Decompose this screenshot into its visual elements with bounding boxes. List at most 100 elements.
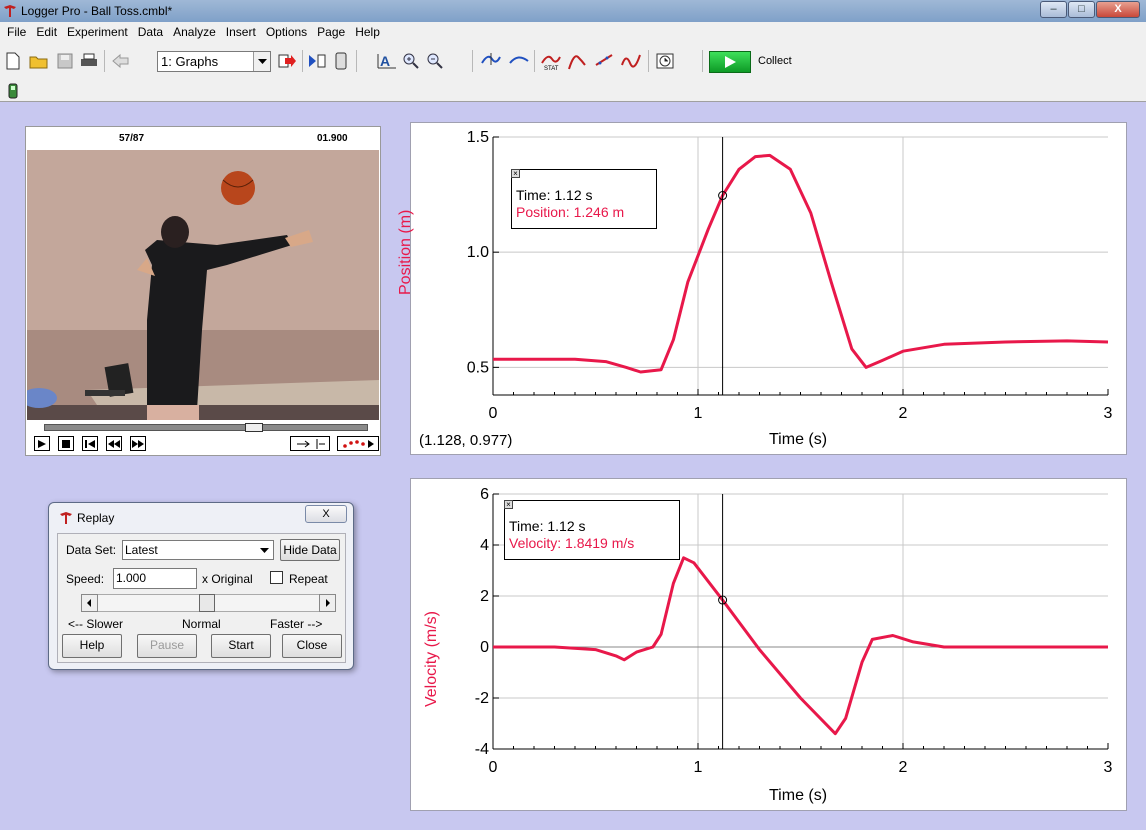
logger-pro-icon xyxy=(60,512,72,524)
velocity-graph-plot[interactable]: 0 1 2 3 6 4 2 0 -2 -4 xyxy=(411,479,1128,812)
save-icon[interactable] xyxy=(54,50,76,72)
step-forward-button[interactable] xyxy=(130,436,146,451)
menu-experiment[interactable]: Experiment xyxy=(67,25,128,39)
video-header: 57/87 01.900 xyxy=(27,130,379,148)
title-bar: Logger Pro - Ball Toss.cmbl* – □ X xyxy=(0,0,1146,22)
svg-text:STAT: STAT xyxy=(544,66,559,71)
first-frame-button[interactable] xyxy=(82,436,98,451)
sync-icon xyxy=(297,438,325,449)
chevron-down-icon xyxy=(253,52,270,71)
replay-title-bar: Replay xyxy=(59,511,114,525)
close-icon[interactable]: × xyxy=(504,500,513,509)
point-tracking-button[interactable] xyxy=(337,436,379,451)
linear-fit-icon[interactable] xyxy=(594,50,616,72)
new-file-icon[interactable] xyxy=(2,50,24,72)
video-scrubber-thumb[interactable] xyxy=(245,423,263,432)
repeat-checkbox[interactable] xyxy=(270,571,283,584)
play-button[interactable] xyxy=(34,436,50,451)
menu-file[interactable]: File xyxy=(7,25,27,39)
start-button[interactable]: Start xyxy=(211,634,271,658)
sensor-icon[interactable] xyxy=(8,83,18,99)
coordinate-readout: (1.128, 0.977) xyxy=(419,432,513,449)
print-icon[interactable] xyxy=(78,50,100,72)
tangent-icon[interactable] xyxy=(508,50,530,72)
sensor-setup-icon[interactable] xyxy=(330,50,352,72)
velocity-graph[interactable]: 0 1 2 3 6 4 2 0 -2 -4 Time (s) Velocity (m/s) × T… xyxy=(410,478,1127,811)
minimize-button[interactable]: – xyxy=(1040,1,1067,18)
y-tick-label: 4 xyxy=(480,537,489,554)
autoscale-icon[interactable]: A xyxy=(376,50,398,72)
position-cursor-time: Time: 1.12 s xyxy=(516,187,593,203)
position-y-axis-label: Position (m) xyxy=(397,209,414,295)
video-frame[interactable] xyxy=(27,150,379,420)
zoom-out-icon[interactable] xyxy=(424,50,446,72)
normal-label: Normal xyxy=(182,617,221,631)
stop-button[interactable] xyxy=(58,436,74,451)
step-back-button[interactable] xyxy=(106,436,122,451)
slider-left-button[interactable] xyxy=(81,594,98,612)
video-scrubber[interactable] xyxy=(44,424,368,431)
position-examine-box[interactable]: × Time: 1.12 s Position: 1.246 m xyxy=(511,169,657,229)
dataset-select[interactable]: Latest xyxy=(122,540,274,560)
svg-text:A: A xyxy=(380,53,390,69)
zoom-in-icon[interactable] xyxy=(400,50,422,72)
replay-close-x[interactable]: X xyxy=(305,505,347,523)
menu-data[interactable]: Data xyxy=(137,25,164,39)
frame-counter: 57/87 xyxy=(119,133,145,144)
stop-icon xyxy=(62,439,70,448)
x-tick-label: 0 xyxy=(489,759,498,776)
slider-right-button[interactable] xyxy=(319,594,336,612)
open-folder-icon[interactable] xyxy=(28,50,50,72)
x-tick-label: 2 xyxy=(899,405,908,422)
replay-title: Replay xyxy=(77,511,115,525)
collect-button[interactable] xyxy=(709,51,751,73)
velocity-y-axis-label: Velocity (m/s) xyxy=(423,610,440,707)
slower-label: <-- Slower xyxy=(68,617,124,631)
menu-edit[interactable]: Edit xyxy=(36,25,58,39)
statistics-icon[interactable]: STAT xyxy=(540,50,562,72)
sync-button[interactable] xyxy=(290,436,330,451)
play-icon xyxy=(38,439,46,448)
video-time: 01.900 xyxy=(317,133,348,144)
curve-fit-icon[interactable] xyxy=(620,50,642,72)
y-tick-label: 1.5 xyxy=(467,129,489,146)
speed-field[interactable]: 1.000 xyxy=(113,568,197,589)
point-tracking-icon xyxy=(343,439,374,448)
velocity-examine-box[interactable]: × Time: 1.12 s Velocity: 1.8419 m/s xyxy=(504,500,680,560)
page-select-value: 1: Graphs xyxy=(161,54,219,69)
close-window-button[interactable]: X xyxy=(1096,1,1140,18)
fast-forward-icon xyxy=(132,439,144,448)
data-series-line xyxy=(493,153,1109,374)
y-tick-label: 2 xyxy=(480,588,489,605)
speed-slider-thumb[interactable] xyxy=(199,594,215,612)
menu-insert[interactable]: Insert xyxy=(225,25,256,39)
toolbar: 1: Graphs A STAT Collect xyxy=(0,42,1146,80)
clock-icon[interactable] xyxy=(654,50,676,72)
maximize-button[interactable]: □ xyxy=(1068,1,1095,18)
pause-button[interactable]: Pause xyxy=(137,634,197,658)
data-browser-icon[interactable] xyxy=(306,50,328,72)
secondary-toolbar xyxy=(0,80,1146,102)
menu-page[interactable]: Page xyxy=(317,25,346,39)
help-button[interactable]: Help xyxy=(62,634,122,658)
menu-options[interactable]: Options xyxy=(265,25,308,39)
x-tick-label: 2 xyxy=(899,759,908,776)
faster-label: Faster --> xyxy=(270,617,323,631)
position-graph-plot[interactable]: 0 1 2 3 1.5 1.0 0.5 xyxy=(411,123,1128,456)
examine-icon[interactable] xyxy=(480,50,502,72)
hide-data-button[interactable]: Hide Data xyxy=(280,539,340,561)
close-button[interactable]: Close xyxy=(282,634,342,658)
back-page-icon[interactable] xyxy=(110,50,132,72)
next-page-icon[interactable] xyxy=(276,50,298,72)
menu-analyze[interactable]: Analyze xyxy=(173,25,216,39)
menu-help[interactable]: Help xyxy=(355,25,380,39)
page-select[interactable]: 1: Graphs xyxy=(157,51,271,72)
examine-cursor-point xyxy=(718,595,728,605)
collect-label: Collect xyxy=(758,55,792,67)
position-graph[interactable]: 0 1 2 3 1.5 1.0 0.5 (1.128, 0.977) Time (s) Po… xyxy=(397,122,1128,456)
x-tick-label: 1 xyxy=(694,405,703,422)
integral-icon[interactable] xyxy=(566,50,588,72)
close-icon[interactable]: × xyxy=(511,169,520,178)
dataset-label: Data Set: xyxy=(66,543,117,557)
logger-pro-icon xyxy=(4,5,16,17)
